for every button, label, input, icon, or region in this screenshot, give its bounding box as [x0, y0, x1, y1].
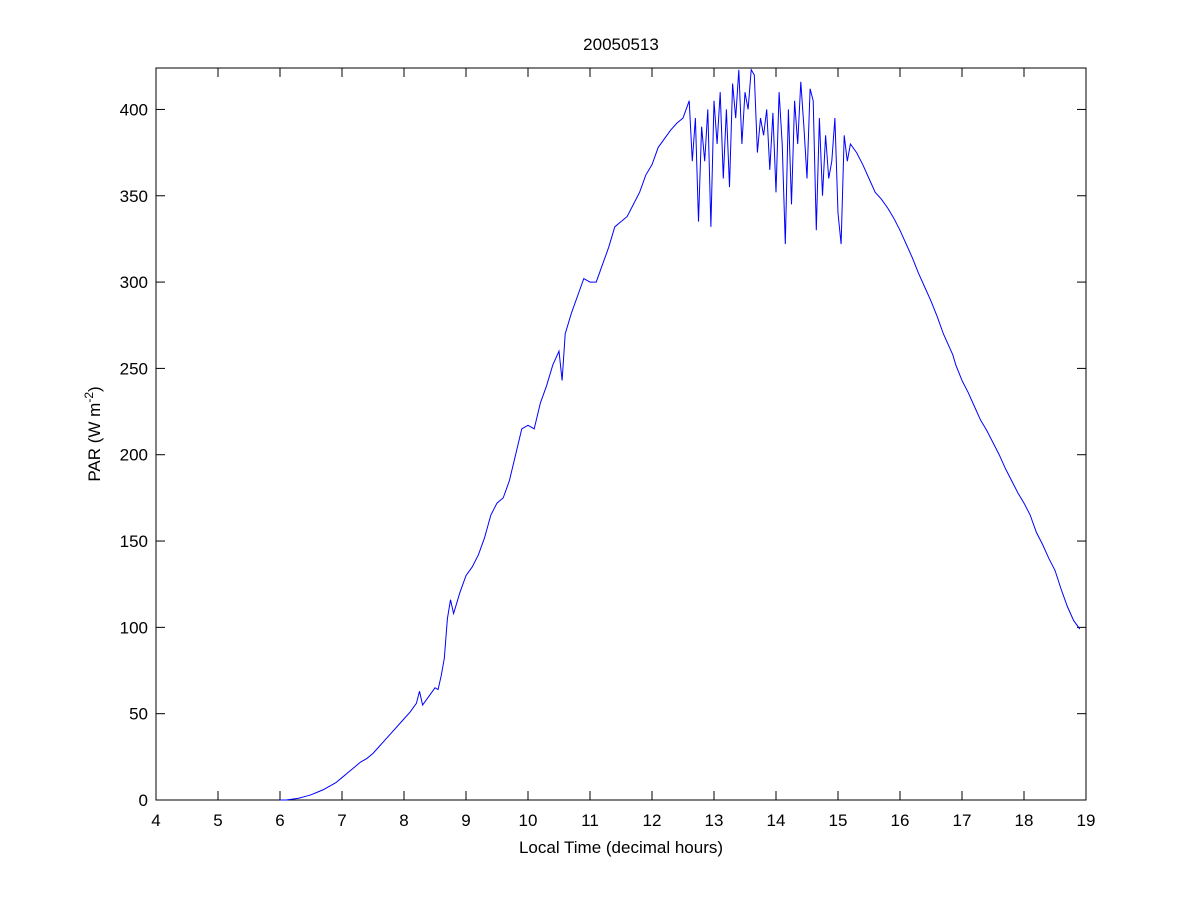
x-tick-label: 17	[953, 811, 972, 830]
data-line	[280, 68, 1081, 801]
x-tick-label: 18	[1015, 811, 1034, 830]
y-tick-label: 400	[120, 100, 148, 119]
y-axis-label-text: PAR (W m	[85, 403, 104, 482]
chart-title: 20050513	[583, 35, 659, 54]
y-axis-label: PAR (W m-2)	[82, 386, 104, 481]
y-axis-label-suffix: )	[85, 386, 104, 392]
x-tick-label: 12	[643, 811, 662, 830]
plot-frame	[155, 67, 1087, 801]
x-tick-label: 5	[213, 811, 222, 830]
x-tick-label: 7	[337, 811, 346, 830]
y-tick-label: 250	[120, 359, 148, 378]
y-axis-label-sup: -2	[82, 392, 96, 403]
x-tick-label: 16	[891, 811, 910, 830]
y-tick-label: 300	[120, 273, 148, 292]
x-tick-label: 9	[461, 811, 470, 830]
x-tick-label: 14	[767, 811, 786, 830]
x-tick-label: 15	[829, 811, 848, 830]
y-tick-label: 150	[120, 532, 148, 551]
y-tick-label: 0	[139, 791, 148, 810]
x-tick-label: 19	[1077, 811, 1096, 830]
x-tick-label: 4	[151, 811, 160, 830]
x-tick-label: 13	[705, 811, 724, 830]
x-tick-label: 10	[519, 811, 538, 830]
x-axis-label: Local Time (decimal hours)	[519, 838, 723, 857]
y-tick-label: 100	[120, 618, 148, 637]
y-tick-label: 50	[129, 705, 148, 724]
y-tick-label: 350	[120, 187, 148, 206]
x-tick-label: 8	[399, 811, 408, 830]
x-tick-label: 11	[581, 811, 599, 830]
x-tick-label: 6	[275, 811, 284, 830]
y-tick-label: 200	[120, 446, 148, 465]
